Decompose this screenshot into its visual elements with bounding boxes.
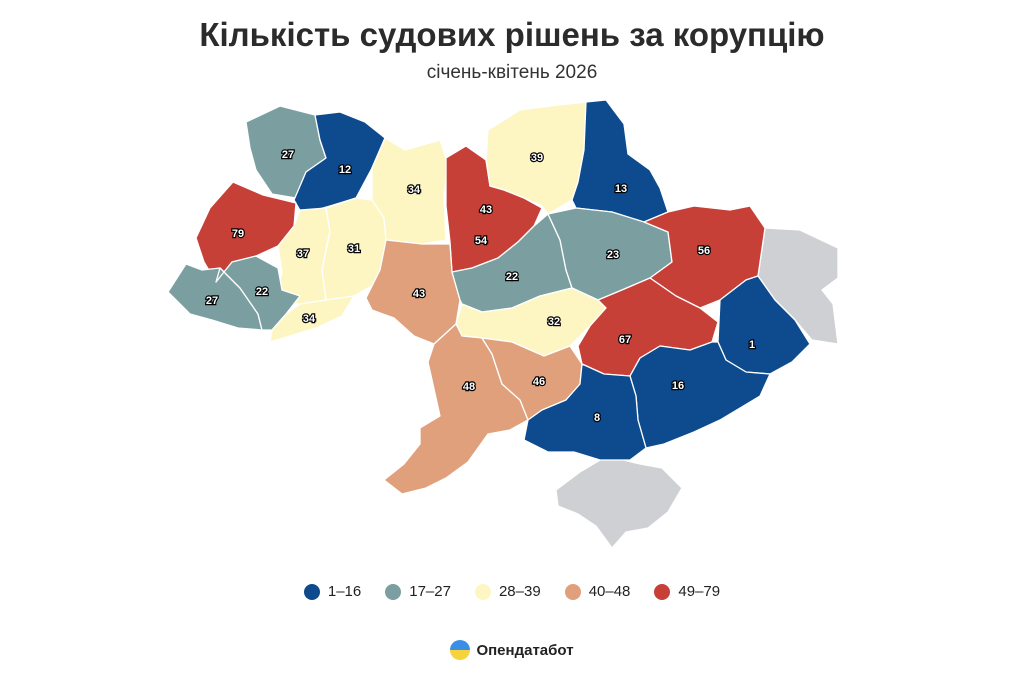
legend-item: 1–16	[303, 583, 362, 600]
region-value-chernihiv: 39	[531, 152, 543, 164]
legend-label: 49–79	[678, 583, 721, 600]
region-value-dnipropetrovsk: 67	[619, 334, 631, 346]
region-value-ivano-frankivsk: 22	[256, 286, 268, 298]
legend: 1–16 17–27 28–39 40–48 49–79	[0, 583, 1024, 600]
legend-swatch	[474, 583, 491, 600]
region-value-sumy: 13	[615, 183, 627, 195]
region-chernihiv	[485, 101, 587, 215]
region-value-kirovohrad: 32	[548, 316, 560, 328]
brand-logo-icon	[450, 640, 471, 660]
region-value-chernivtsi: 34	[303, 313, 316, 325]
legend-label: 40–48	[588, 583, 631, 600]
region-sumy	[571, 99, 669, 223]
legend-label: 17–27	[409, 583, 451, 600]
brand: Опендатабот	[0, 640, 1024, 660]
region-vinnytsia	[365, 239, 461, 345]
region-value-zaporizhzhia: 16	[672, 380, 684, 392]
region-value-kherson: 8	[594, 412, 600, 424]
region-value-mykolaiv: 46	[533, 376, 545, 388]
region-labels: 27 12 79 37 31 34 43 54 39 13 27 22 34 4…	[205, 148, 757, 425]
legend-swatch	[564, 583, 581, 600]
legend-item: 28–39	[474, 583, 541, 600]
region-value-cherkasy: 22	[506, 271, 518, 283]
legend-label: 1–16	[327, 583, 362, 600]
region-value-lviv: 79	[232, 228, 244, 240]
region-value-ternopil: 37	[297, 248, 309, 260]
region-value-odesa: 48	[463, 381, 475, 393]
brand-name: Опендатабот	[476, 641, 574, 659]
region-value-zakarpattia: 27	[206, 295, 218, 307]
region-value-rivne: 12	[339, 164, 351, 176]
region-value-vinnytsia: 43	[413, 288, 425, 300]
map-subtitle: січень-квітень 2026	[426, 62, 598, 83]
region-value-kyiv-city: 43	[480, 204, 492, 216]
region-kherson	[523, 363, 647, 461]
region-value-luhansk: 1	[749, 339, 755, 351]
legend-item: 17–27	[385, 583, 451, 600]
map-title: Кількість судових рішень за корупцію	[199, 16, 825, 53]
legend-item: 49–79	[654, 583, 720, 600]
region-zhytomyr	[371, 137, 449, 245]
region-value-khmelnytskyi: 31	[348, 243, 360, 255]
legend-swatch	[654, 583, 671, 600]
legend-swatch	[385, 583, 402, 600]
region-value-poltava: 23	[607, 249, 619, 261]
region-value-zhytomyr: 34	[408, 184, 421, 196]
region-value-kyiv-oblast: 54	[475, 235, 488, 247]
region-chernivtsi	[269, 295, 355, 343]
legend-swatch	[303, 583, 320, 600]
legend-label: 28–39	[498, 583, 541, 600]
region-value-volyn: 27	[282, 149, 294, 161]
legend-item: 40–48	[564, 583, 631, 600]
region-value-kharkiv: 56	[698, 245, 710, 257]
region-nodata-crimea	[555, 455, 683, 549]
region-luhansk	[717, 275, 811, 375]
